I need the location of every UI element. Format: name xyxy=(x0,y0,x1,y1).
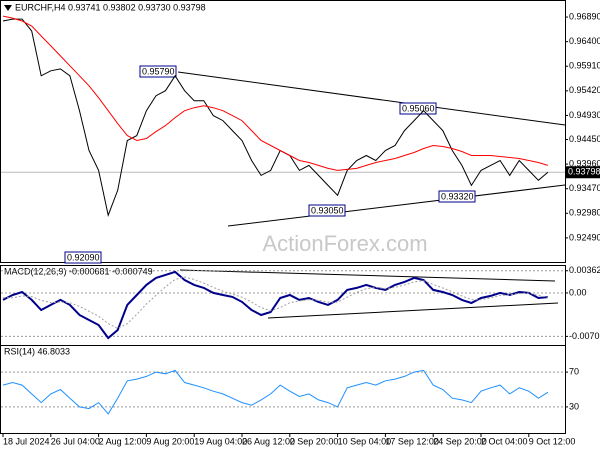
x-tick-label: 18 Jul 2024 xyxy=(3,436,50,446)
annotation: 0.93320 xyxy=(438,190,476,203)
menu-icon xyxy=(4,5,12,11)
annotation: 0.95790 xyxy=(139,65,177,78)
last-price-label: 0.93798 xyxy=(568,167,600,177)
y-tick-label: 0.93470 xyxy=(569,183,600,193)
series-line xyxy=(2,369,549,415)
rsi-panel-frame xyxy=(0,345,566,434)
y-tick-label: 0.96400 xyxy=(569,36,600,46)
y-tick-label: -0.007093 xyxy=(569,331,600,341)
y-tick-label: 0.93960 xyxy=(569,159,600,169)
annotation-label: 0.95790 xyxy=(142,66,175,76)
annotation-label: 0.95060 xyxy=(402,103,435,113)
series-line xyxy=(2,18,549,217)
y-tick-label: 0.92490 xyxy=(569,232,600,242)
watermark: ActionForex.com xyxy=(262,231,427,256)
y-tick-label: 30 xyxy=(569,401,579,411)
trendline xyxy=(267,302,559,319)
annotation: 0.92090 xyxy=(64,251,102,264)
x-tick-label: 24 Sep 20:00 xyxy=(433,436,487,446)
y-tick-label: 0.00 xyxy=(569,287,587,297)
trendline xyxy=(227,184,566,227)
x-tick-label: 2 Oct 04:00 xyxy=(481,436,528,446)
series-line xyxy=(2,270,548,340)
series-line xyxy=(2,15,549,171)
rsi-title: RSI(14) 46.8033 xyxy=(4,346,70,356)
x-tick-label: 26 Jul 04:00 xyxy=(51,436,100,446)
y-tick-label: 0.94930 xyxy=(569,110,600,120)
x-tick-label: 19 Aug 04:00 xyxy=(194,436,247,446)
macd-title: MACD(12,26,9) -0.000681 -0.000749 xyxy=(4,266,153,276)
y-tick-label: 0.94450 xyxy=(569,134,600,144)
x-tick-label: 10 Sep 04:00 xyxy=(338,436,392,446)
annotation: 0.95060 xyxy=(399,102,437,115)
y-tick-label: 0.92980 xyxy=(569,208,600,218)
chart-title: EURCHF,H4 0.93741 0.93802 0.93730 0.9379… xyxy=(15,2,206,12)
x-tick-label: 2 Aug 12:00 xyxy=(99,436,147,446)
y-tick-label: 70 xyxy=(569,366,579,376)
x-tick-label: 9 Oct 12:00 xyxy=(529,436,576,446)
annotation: 0.93050 xyxy=(308,204,346,217)
y-tick-label: 0.96890 xyxy=(569,11,600,21)
main-panel-frame xyxy=(0,0,566,263)
x-tick-label: 17 Sep 12:00 xyxy=(385,436,439,446)
y-tick-label: 0.95910 xyxy=(569,61,600,71)
y-tick-label: 0.003628 xyxy=(569,265,600,275)
last-price-box xyxy=(566,166,600,179)
x-tick-label: 2 Sep 20:00 xyxy=(290,436,339,446)
annotation-label: 0.92090 xyxy=(67,252,100,262)
annotation-label: 0.93320 xyxy=(441,191,474,201)
x-tick-label: 9 Aug 20:00 xyxy=(146,436,194,446)
series-line xyxy=(3,276,549,330)
annotation-label: 0.93050 xyxy=(311,205,344,215)
trendline xyxy=(177,71,566,126)
y-tick-label: 0.95420 xyxy=(569,85,600,95)
trendline xyxy=(179,269,556,282)
x-tick-label: 26 Aug 12:00 xyxy=(242,436,295,446)
